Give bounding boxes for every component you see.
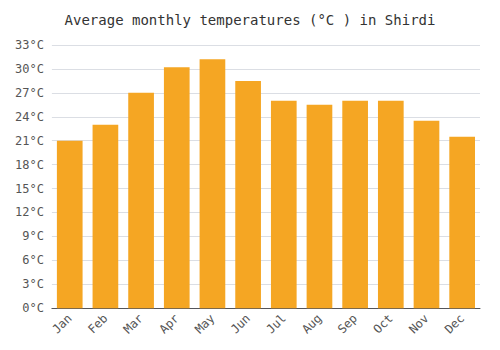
svg-text:Oct: Oct <box>371 311 396 336</box>
svg-text:Apr: Apr <box>156 311 181 336</box>
svg-text:33°C: 33°C <box>15 38 44 52</box>
svg-text:Aug: Aug <box>299 311 324 336</box>
svg-text:Dec: Dec <box>442 311 467 336</box>
svg-text:27°C: 27°C <box>15 86 44 100</box>
svg-text:Jun: Jun <box>228 311 253 336</box>
svg-text:Sep: Sep <box>335 311 360 336</box>
svg-text:24°C: 24°C <box>15 110 44 124</box>
svg-text:Feb: Feb <box>85 311 110 336</box>
svg-text:Average monthly temperatures (: Average monthly temperatures (°C ) in Sh… <box>65 12 436 28</box>
svg-text:0°C: 0°C <box>22 301 44 315</box>
svg-text:Jul: Jul <box>264 311 289 336</box>
svg-text:15°C: 15°C <box>15 182 44 196</box>
svg-text:May: May <box>192 311 217 336</box>
svg-text:Mar: Mar <box>121 311 146 336</box>
svg-text:18°C: 18°C <box>15 158 44 172</box>
svg-text:Jan: Jan <box>49 311 74 336</box>
svg-text:21°C: 21°C <box>15 134 44 148</box>
svg-text:30°C: 30°C <box>15 62 44 76</box>
svg-text:3°C: 3°C <box>22 277 44 291</box>
svg-text:Nov: Nov <box>406 311 431 336</box>
svg-text:6°C: 6°C <box>22 253 44 267</box>
svg-text:9°C: 9°C <box>22 229 44 243</box>
svg-text:12°C: 12°C <box>15 205 44 219</box>
